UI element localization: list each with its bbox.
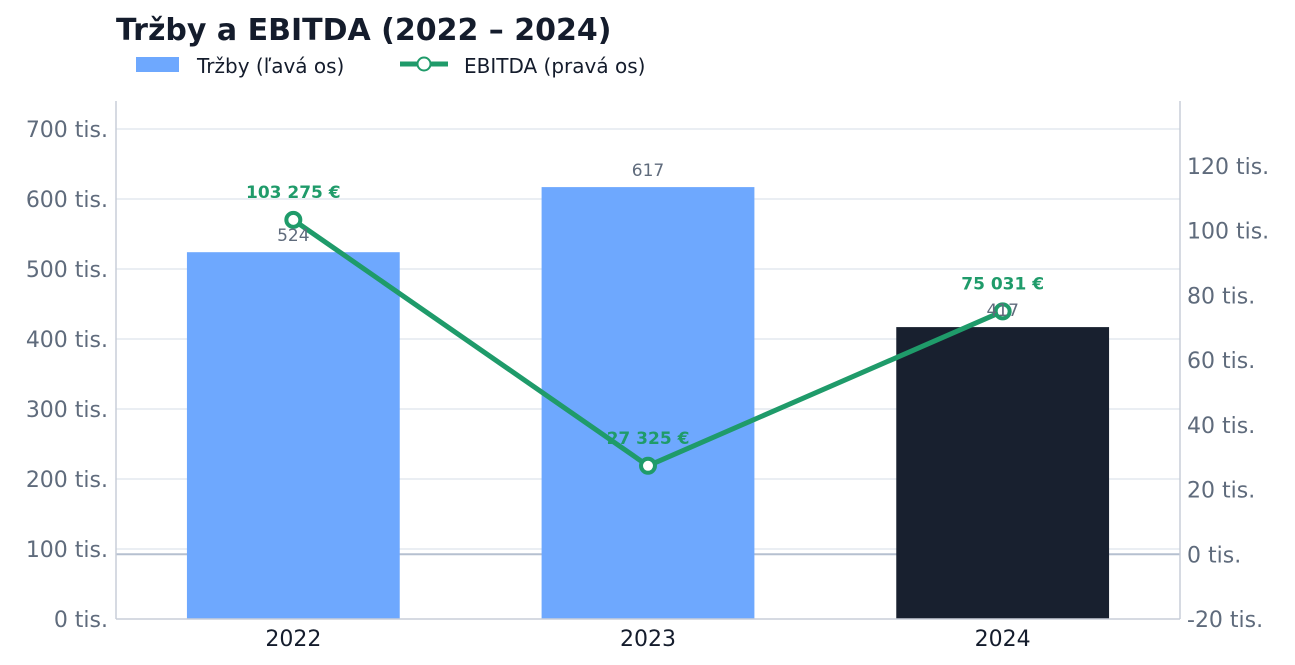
y-left-tick-label: 200 tis. — [26, 468, 108, 493]
chart-title: Tržby a EBITDA (2022 – 2024) — [116, 13, 611, 48]
y-right-tick-label: -20 tis. — [1187, 608, 1263, 633]
legend: Tržby (ľavá os) EBITDA (pravá os) — [136, 54, 645, 78]
y-left-tick-label: 700 tis. — [26, 118, 108, 143]
ebitda-value-label: 75 031 € — [961, 274, 1044, 294]
x-tick-label: 2024 — [975, 627, 1031, 652]
axes: 0 tis. 100 tis. 200 tis. 300 tis. 400 tis. 50… — [26, 101, 1269, 652]
bar-revenue-2022 — [186, 252, 400, 619]
y-left-tick-label: 100 tis. — [26, 538, 108, 563]
y-right-tick-label: 120 tis. — [1187, 155, 1269, 180]
bars — [186, 187, 1110, 619]
legend-swatch-ebitda-marker — [416, 56, 432, 72]
ebitda-value-label: 27 325 € — [607, 429, 690, 449]
legend-swatch-revenue — [136, 57, 179, 72]
ebitda-point-2022 — [284, 210, 303, 229]
y-right-tick-label: 20 tis. — [1187, 479, 1255, 504]
bar-revenue-2024 — [896, 327, 1110, 619]
bar-value-label: 524 — [277, 226, 309, 246]
y-left-tick-label: 600 tis. — [26, 188, 108, 213]
y-left-tick-label: 500 tis. — [26, 258, 108, 283]
y-right-tick-label: 60 tis. — [1187, 349, 1255, 374]
y-left-tick-label: 300 tis. — [26, 398, 108, 423]
ebitda-value-label: 103 275 € — [246, 183, 341, 203]
y-right-tick-label: 0 tis. — [1187, 543, 1241, 568]
y-right-tick-label: 80 tis. — [1187, 284, 1255, 309]
ebitda-point-2024 — [993, 302, 1012, 321]
y-left-tick-label: 0 tis. — [54, 608, 108, 633]
x-tick-label: 2022 — [265, 627, 321, 652]
bar-revenue-2023 — [541, 187, 755, 619]
ebitda-point-2023 — [639, 456, 657, 475]
bar-value-label: 617 — [632, 161, 664, 181]
legend-label-ebitda: EBITDA (pravá os) — [464, 54, 645, 78]
data-labels: 524 617 417 103 275 € 27 325 € 75 031 € — [246, 161, 1044, 449]
x-tick-label: 2023 — [620, 627, 676, 652]
ebitda-series — [284, 210, 1012, 475]
y-left-tick-label: 400 tis. — [26, 328, 108, 353]
y-right-tick-label: 100 tis. — [1187, 220, 1269, 245]
bar-value-label: 417 — [986, 301, 1018, 321]
legend-label-revenue: Tržby (ľavá os) — [196, 54, 344, 78]
y-right-tick-label: 40 tis. — [1187, 414, 1255, 439]
